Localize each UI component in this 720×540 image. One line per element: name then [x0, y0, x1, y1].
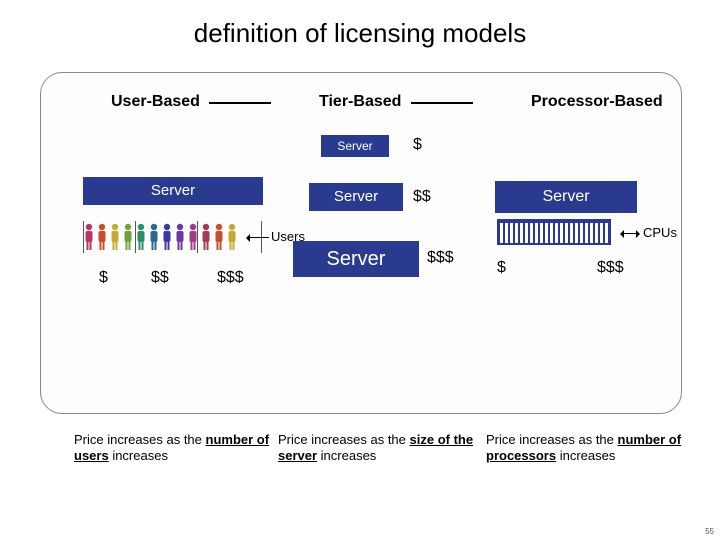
- proc-server-box: Server: [495, 181, 637, 213]
- tier-server-3: Server: [293, 241, 419, 277]
- cpus-label: CPUs: [643, 225, 677, 240]
- connector-user-tier: [209, 102, 271, 104]
- user-group-divider: [83, 221, 84, 253]
- user-icon: [200, 223, 212, 251]
- user-price-2: $$: [151, 269, 169, 287]
- user-group-divider: [135, 221, 136, 253]
- col-header-proc: Processor-Based: [531, 93, 663, 111]
- caption-user: Price increases as the number of users i…: [74, 432, 274, 465]
- proc-price-1: $: [497, 259, 506, 277]
- user-icon: [122, 223, 134, 251]
- cpus-arrow: [621, 233, 639, 234]
- user-icon: [135, 223, 147, 251]
- tier-price-2: $$: [413, 188, 431, 206]
- user-icon: [148, 223, 160, 251]
- user-figures-row: [83, 223, 239, 251]
- page-number: 55: [705, 527, 714, 536]
- user-icon: [96, 223, 108, 251]
- users-arrow: [247, 237, 269, 238]
- caption-proc: Price increases as the number of process…: [486, 432, 686, 465]
- caption-tier: Price increases as the size of the serve…: [278, 432, 478, 465]
- user-price-3: $$$: [217, 269, 244, 287]
- col-header-tier: Tier-Based: [319, 93, 401, 111]
- tier-price-3: $$$: [427, 249, 454, 267]
- user-icon: [161, 223, 173, 251]
- connector-tier-proc: [411, 102, 473, 104]
- user-group-divider: [197, 221, 198, 253]
- page-title: definition of licensing models: [0, 0, 720, 59]
- diagram-panel: User-Based Tier-Based Processor-Based Se…: [40, 72, 682, 414]
- cpu-bars: [497, 219, 611, 245]
- user-price-1: $: [99, 269, 108, 287]
- user-icon: [174, 223, 186, 251]
- user-server-box: Server: [83, 177, 263, 205]
- user-icon: [226, 223, 238, 251]
- tier-price-1: $: [413, 136, 422, 154]
- user-icon: [109, 223, 121, 251]
- tier-server-2: Server: [309, 183, 403, 211]
- user-icon: [83, 223, 95, 251]
- proc-price-2: $$$: [597, 259, 624, 277]
- tier-server-1: Server: [321, 135, 389, 157]
- user-icon: [213, 223, 225, 251]
- col-header-user: User-Based: [111, 93, 200, 111]
